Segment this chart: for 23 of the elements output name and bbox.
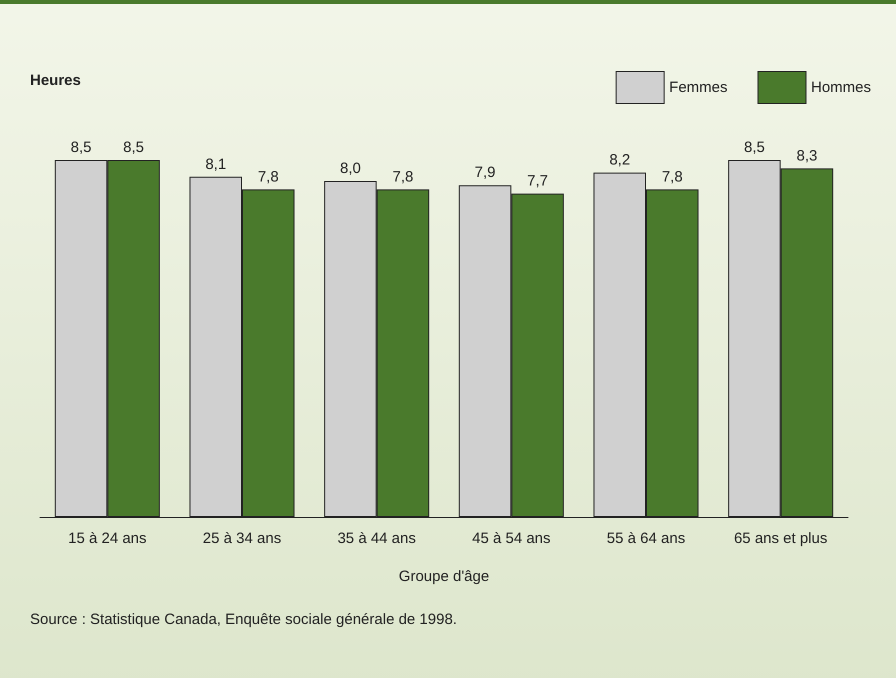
x-tick-label: 55 à 64 ans [606,530,686,547]
data-label: 8,0 [340,160,361,177]
x-tick-label: 25 à 34 ans [202,530,282,547]
x-tick-label: 65 ans et plus [734,530,828,547]
data-label: 8,1 [205,156,226,173]
data-label: 7,8 [258,168,279,186]
x-tick-label: 35 à 44 ans [337,530,416,547]
legend-label: Hommes [810,79,872,96]
data-label: 7,8 [392,168,414,186]
data-label: 8,3 [796,147,818,164]
x-tick-label: 15 à 24 ans [68,530,147,547]
x-tick-label: 45 à 54 ans [472,530,551,547]
data-label: 8,5 [744,139,765,156]
data-label: 8,5 [123,139,144,156]
x-axis-title: Groupe d'âge [398,568,490,585]
data-label: 7,8 [662,168,683,186]
data-label: 8,2 [609,152,630,169]
source-note: Source : Statistique Canada, Enquête sociale générale de 1998. [30,611,457,628]
data-label: 8,5 [70,139,92,156]
data-label: 7,9 [474,164,496,182]
legend-label: Femmes [669,79,728,96]
y-axis-title: Heures [30,72,81,89]
data-label: 7,7 [527,172,548,190]
